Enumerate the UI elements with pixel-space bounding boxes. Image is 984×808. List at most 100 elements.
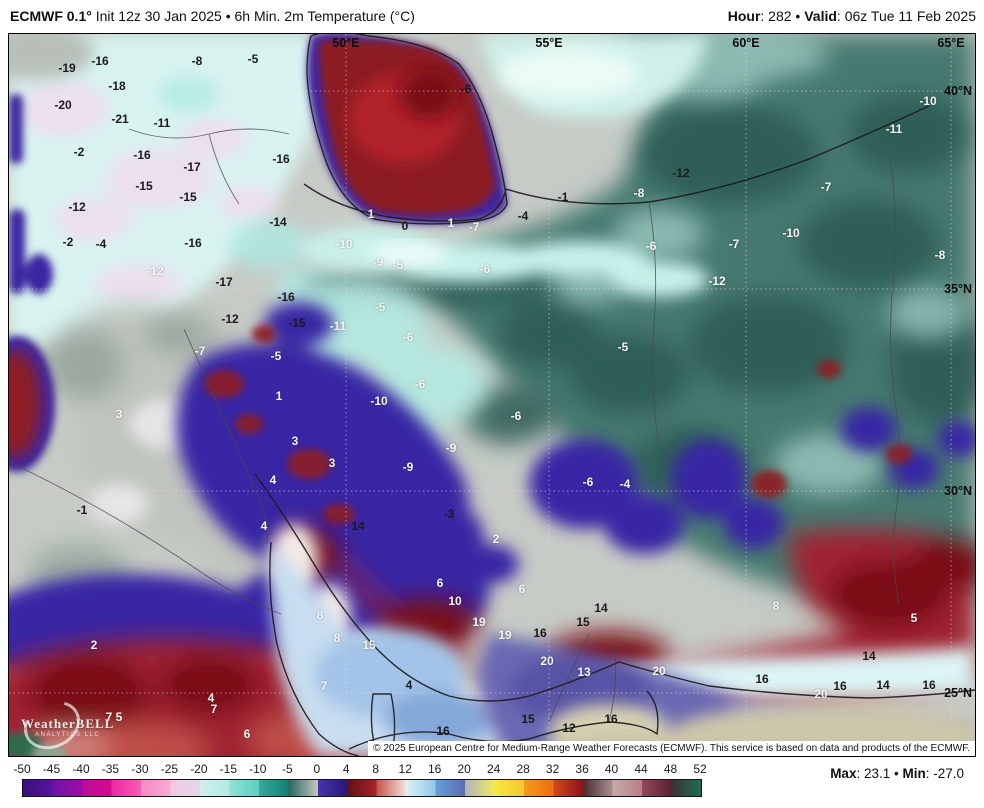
temp-value-label: 14 (862, 649, 876, 663)
temp-value-label: -5 (617, 340, 629, 354)
temp-value-label: 6 (243, 727, 251, 741)
temp-value-label: 2 (492, 532, 500, 546)
longitude-label: 50°E (332, 36, 360, 50)
temp-value-label: -14 (269, 215, 287, 229)
temp-value-label: -16 (277, 290, 295, 304)
colorbar-tick: 44 (634, 762, 648, 776)
temp-value-label: -4 (517, 209, 529, 223)
temp-value-label: 12 (562, 721, 576, 735)
temp-value-label: -11 (885, 122, 903, 136)
model-run-info: Init 12z 30 Jan 2025 • 6h Min. 2m Temper… (91, 8, 415, 24)
temperature-field (9, 34, 975, 756)
temp-value-label: -12 (221, 312, 239, 326)
temp-value-label: -16 (133, 148, 151, 162)
temp-value-label: 1 (367, 207, 375, 221)
colorbar-tick: -10 (249, 762, 267, 776)
temp-value-label: -3 (443, 507, 455, 521)
colorbar-tick: 4 (342, 762, 350, 776)
temp-value-label: 3 (328, 456, 336, 470)
temp-value-label: 5 (115, 710, 123, 724)
weatherbell-wordmark: WeatherBELL ANALYTICS LLC (21, 716, 114, 738)
temp-value-label: -6 (510, 409, 522, 423)
colorbar-tick: 0 (313, 762, 321, 776)
temp-value-label: 8 (772, 599, 780, 613)
temp-value-label: -8 (191, 54, 203, 68)
colorbar-tick: 28 (516, 762, 530, 776)
temp-value-label: 16 (922, 678, 936, 692)
temp-value-label: -1 (557, 190, 569, 204)
hour-value: : 282 • (760, 8, 805, 24)
temp-value-label: 7 (105, 710, 113, 724)
temp-value-label: -5 (374, 300, 386, 314)
temp-value-label: 16 (533, 626, 547, 640)
temp-value-label: 19 (498, 628, 512, 642)
temp-value-label: -6 (460, 82, 472, 96)
colorbar-tick: 48 (663, 762, 678, 776)
temp-value-label: 1 (275, 389, 283, 403)
colorbar-tick: 40 (604, 762, 619, 776)
temp-value-label: -15 (288, 316, 306, 330)
colorbar-tick: -15 (219, 762, 238, 776)
temp-value-label: 6 (518, 582, 526, 596)
temp-value-label: -19 (58, 61, 76, 75)
temp-value-label: -9 (402, 460, 414, 474)
copyright-notice: © 2025 European Centre for Medium-Range … (368, 741, 975, 756)
hour-label: Hour (727, 8, 761, 24)
temp-value-label: -5 (247, 52, 259, 66)
colorbar-tick: -5 (281, 762, 293, 776)
temp-value-label: -7 (728, 237, 740, 251)
valid-label: Valid (804, 8, 837, 24)
temp-value-label: -20 (54, 98, 72, 112)
valid-value: : 06z Tue 11 Feb 2025 (836, 8, 976, 24)
temp-value-label: -9 (445, 441, 457, 455)
temp-value-label: -4 (619, 477, 631, 491)
graticule-labels-layer: 50°E 55°E 60°E 65°E 40°N 35°N 30°N 25°N (9, 34, 975, 756)
max-min-readout: Max: 23.1 • Min: -27.0 (830, 766, 964, 781)
temp-value-label: 4 (207, 691, 215, 705)
temp-value-label: -8 (934, 248, 946, 262)
temp-value-label: -7 (468, 220, 480, 234)
colorbar-tick: 16 (428, 762, 442, 776)
temp-value-label: 8 (316, 608, 324, 622)
latitude-label: 25°N (944, 686, 972, 700)
temp-value-label: -7 (820, 180, 832, 194)
temp-value-label: 16 (833, 679, 847, 693)
temp-value-label: 7 (210, 702, 218, 716)
temp-value-label: 16 (436, 724, 450, 738)
colorbar-tick: 12 (398, 762, 412, 776)
weatherbell-subtitle: ANALYTICS LLC (35, 732, 101, 738)
temp-value-label: 1 (447, 216, 455, 230)
colorbar-tick: 36 (575, 762, 589, 776)
temp-value-label: -12 (672, 166, 690, 180)
max-label: Max (830, 766, 857, 781)
temp-value-label: 14 (876, 678, 890, 692)
temp-value-label: -16 (91, 54, 109, 68)
temp-value-label: 16 (604, 712, 618, 726)
temp-value-label: 5 (910, 611, 918, 625)
temp-value-label: -18 (108, 79, 126, 93)
colorbar-tick: -30 (131, 762, 149, 776)
latitude-label: 30°N (944, 484, 972, 498)
temp-value-label: -12 (68, 200, 86, 214)
map-canvas: -19 -16 -8 -5 -20 -18 -21 -11 -2 -16 -17 -16 -15 -15-… (8, 33, 976, 757)
temp-value-label: -8 (633, 186, 645, 200)
temp-value-label: -12 (708, 274, 726, 288)
temp-value-label: -17 (183, 160, 201, 174)
temp-value-label: -1 (76, 503, 88, 517)
temp-value-label: -16 (272, 152, 290, 166)
colorbar-tick: -25 (160, 762, 179, 776)
temp-value-label: -10 (370, 394, 388, 408)
colorbar-tick: -45 (42, 762, 61, 776)
valid-time: Hour: 282 • Valid: 06z Tue 11 Feb 2025 (728, 8, 976, 24)
min-label: Min (902, 766, 926, 781)
temp-value-label: -6 (402, 330, 414, 344)
temp-value-label: -9 (372, 255, 384, 269)
temp-value-label: 8 (333, 631, 341, 645)
temp-value-label: 19 (472, 615, 486, 629)
temp-value-label: 0 (401, 219, 409, 233)
colorbar (22, 779, 702, 797)
temp-value-label: -6 (582, 475, 594, 489)
temp-value-label: 13 (577, 665, 591, 679)
temp-value-label: 20 (540, 654, 554, 668)
temp-value-label: 7 (320, 679, 328, 693)
